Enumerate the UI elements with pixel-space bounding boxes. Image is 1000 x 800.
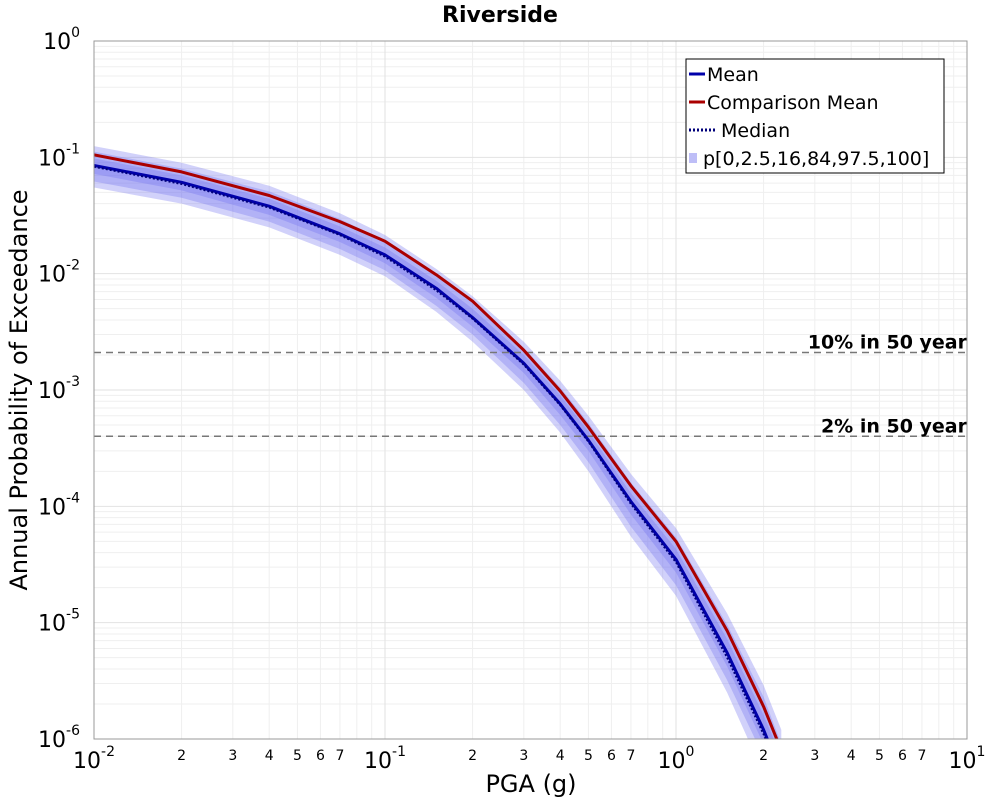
- x-minor-tick-label: 6: [607, 748, 616, 764]
- x-minor-tick-label: 3: [519, 748, 528, 764]
- x-minor-tick-label: 4: [265, 748, 274, 764]
- percentile-band: [94, 151, 780, 739]
- x-tick-label: 10-1: [364, 744, 406, 774]
- y-tick-label: 10-3: [38, 374, 80, 404]
- y-tick-label: 10-4: [38, 490, 80, 520]
- x-minor-tick-label: 6: [898, 748, 907, 764]
- reference-line-label: 10% in 50 year: [808, 332, 968, 354]
- legend-swatch-band: [689, 153, 697, 163]
- x-minor-tick-label: 3: [228, 748, 237, 764]
- x-axis-label: PGA (g): [485, 770, 576, 798]
- series-line-comparison-mean: [94, 153, 779, 739]
- percentile-band: [94, 158, 774, 739]
- y-tick-label: 100: [43, 25, 80, 55]
- y-tick-label: 10-2: [38, 258, 80, 288]
- legend: Mean Comparison Mean Median p[0,2.5,16,84,9…: [685, 58, 945, 174]
- x-tick-label: 100: [658, 744, 695, 774]
- x-tick-label: 10-2: [73, 744, 115, 774]
- percentile-band: [94, 146, 782, 739]
- x-minor-tick-label: 4: [847, 748, 856, 764]
- y-axis-ticks: 100 10-1 10-2 10-3 10-4 10-5 10-6: [38, 25, 80, 753]
- x-minor-tick-label: 7: [626, 748, 635, 764]
- x-minor-tick-label: 6: [316, 748, 325, 764]
- x-minor-tick-label: 4: [556, 748, 565, 764]
- plot-frame: [93, 40, 968, 740]
- y-tick-label: 10-6: [38, 723, 80, 753]
- percentile-bands: [94, 146, 782, 739]
- reference-lines: 10% in 50 year 2% in 50 year: [94, 332, 968, 437]
- legend-box: [685, 58, 945, 174]
- chart-title: Riverside: [442, 3, 558, 28]
- x-minor-tick-label: 2: [759, 748, 768, 764]
- x-minor-tick-label: 3: [810, 748, 819, 764]
- legend-label: Median: [721, 120, 790, 142]
- x-minor-tick-label: 5: [293, 748, 302, 764]
- reference-line-label: 2% in 50 year: [821, 415, 968, 437]
- y-axis-label: Annual Probability of Exceedance: [5, 189, 33, 590]
- x-minor-tick-label: 2: [177, 748, 186, 764]
- series-line-mean: [94, 164, 769, 739]
- y-tick-label: 10-5: [38, 607, 80, 637]
- x-minor-tick-label: 7: [917, 748, 926, 764]
- legend-label: p[0,2.5,16,84,97.5,100]: [703, 148, 929, 170]
- x-tick-label: 101: [949, 744, 986, 774]
- x-minor-tick-label: 5: [584, 748, 593, 764]
- y-tick-label: 10-1: [38, 141, 80, 171]
- legend-label: Comparison Mean: [707, 92, 879, 114]
- series-line-median: [94, 165, 767, 739]
- series-lines: [94, 153, 779, 739]
- x-minor-tick-label: 2: [468, 748, 477, 764]
- x-minor-tick-label: 5: [875, 748, 884, 764]
- x-minor-tick-label: 7: [335, 748, 344, 764]
- legend-label: Mean: [707, 64, 759, 86]
